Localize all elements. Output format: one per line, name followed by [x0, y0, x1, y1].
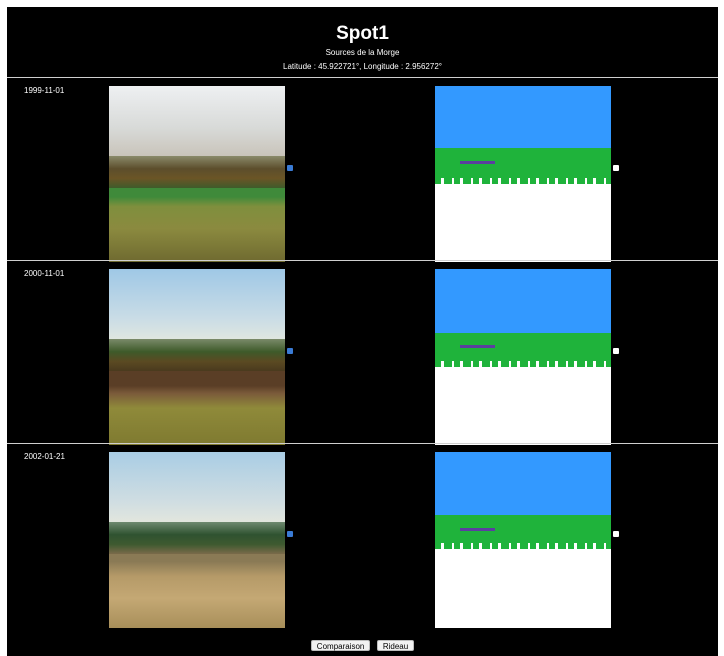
page-title: Spot1	[336, 23, 389, 44]
timeline-row: 1999-11-01	[7, 77, 718, 262]
landscape-photo[interactable]	[109, 86, 285, 262]
row-date: 1999-11-01	[24, 86, 65, 95]
coordinates-text: Latitude : 45.922721°, Longitude : 2.956…	[283, 62, 442, 71]
photo-select-marker[interactable]	[287, 531, 293, 537]
viewer-frame: Spot1 Sources de la Morge Latitude : 45.…	[7, 7, 718, 656]
photo-select-marker[interactable]	[287, 165, 293, 171]
curtain-button[interactable]: Rideau	[376, 640, 415, 651]
mask-select-marker[interactable]	[613, 165, 619, 171]
landscape-photo[interactable]	[109, 269, 285, 445]
page-header: Spot1 Sources de la Morge Latitude : 45.…	[7, 7, 718, 73]
segmentation-mask[interactable]	[435, 86, 611, 262]
timeline-row: 2002-01-21	[7, 443, 718, 628]
segmentation-mask[interactable]	[435, 452, 611, 628]
page-subtitle: Sources de la Morge	[325, 48, 400, 57]
timeline-row: 2000-11-01	[7, 260, 718, 445]
row-date: 2002-01-21	[24, 452, 65, 461]
view-controls: Comparaison Rideau	[7, 636, 718, 654]
mask-select-marker[interactable]	[613, 531, 619, 537]
landscape-photo[interactable]	[109, 452, 285, 628]
photo-select-marker[interactable]	[287, 348, 293, 354]
comparison-button[interactable]: Comparaison	[310, 640, 371, 651]
segmentation-mask[interactable]	[435, 269, 611, 445]
mask-select-marker[interactable]	[613, 348, 619, 354]
row-date: 2000-11-01	[24, 269, 65, 278]
